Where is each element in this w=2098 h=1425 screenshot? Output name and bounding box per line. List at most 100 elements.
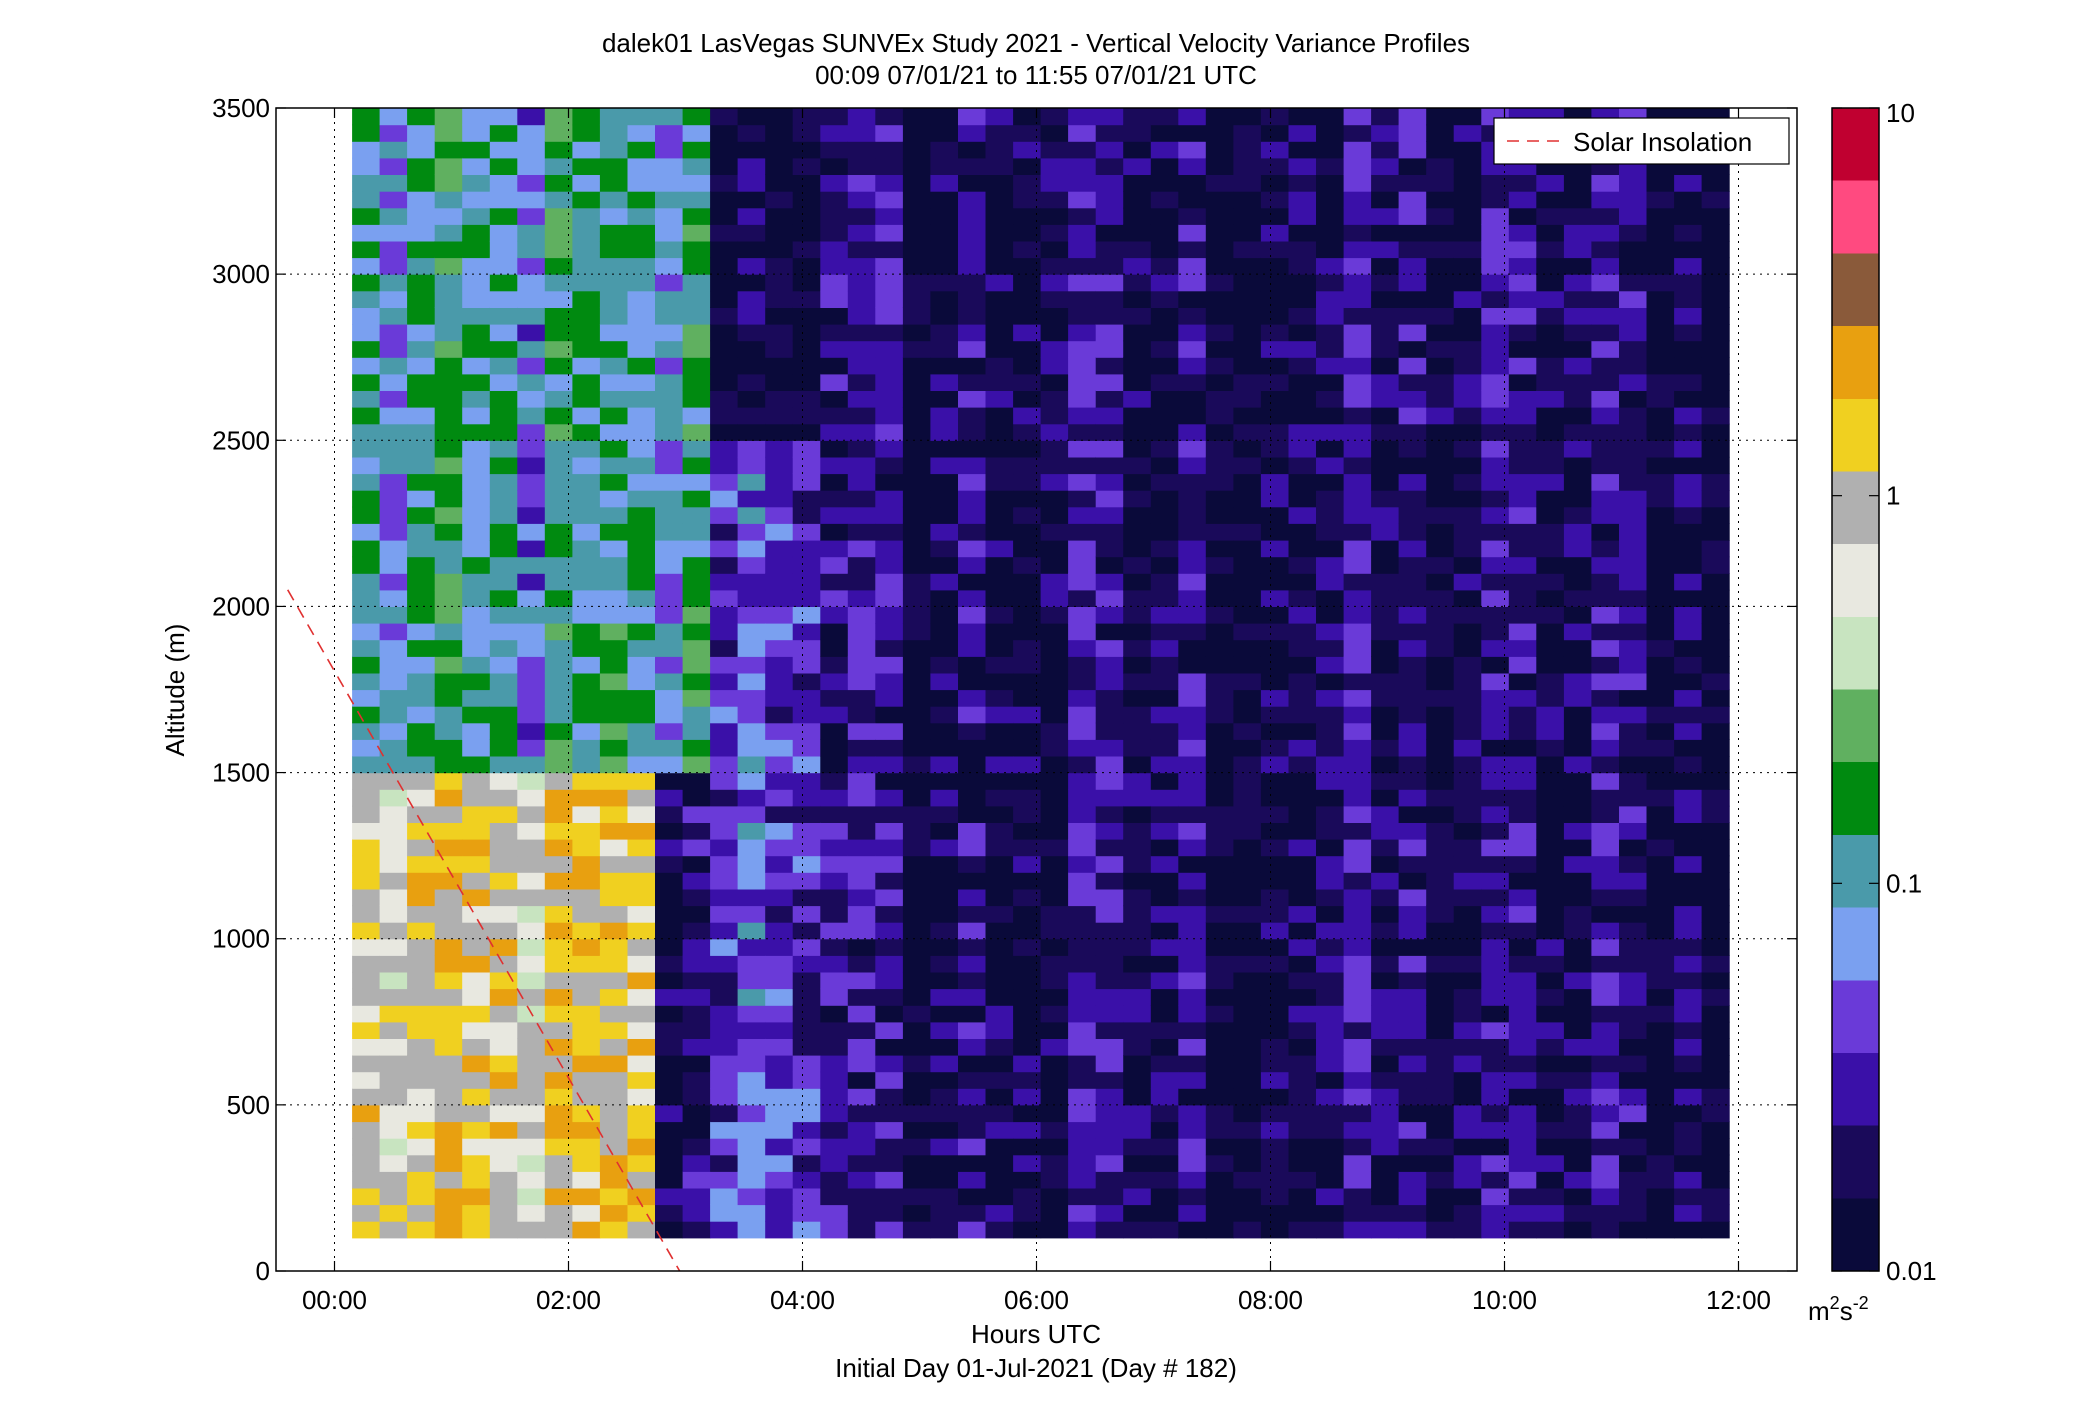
heatmap-cell	[379, 523, 408, 541]
heatmap-cell	[1343, 639, 1372, 657]
heatmap-cell	[1508, 988, 1537, 1006]
heatmap-cell	[1178, 805, 1207, 823]
heatmap-cell	[462, 124, 491, 142]
heatmap-cell	[1123, 988, 1152, 1006]
heatmap-cell	[462, 905, 491, 923]
heatmap-cell	[1260, 1221, 1289, 1239]
heatmap-cell	[1040, 523, 1069, 541]
heatmap-cell	[572, 157, 601, 175]
heatmap-cell	[958, 1204, 987, 1222]
heatmap-cell	[1398, 340, 1427, 358]
heatmap-cell	[1536, 639, 1565, 657]
heatmap-cell	[1481, 257, 1510, 275]
heatmap-cell	[544, 839, 573, 857]
heatmap-cell	[489, 274, 518, 292]
heatmap-cell	[544, 988, 573, 1006]
heatmap-cell	[820, 473, 849, 491]
heatmap-cell	[1040, 407, 1069, 425]
heatmap-cell	[1701, 789, 1730, 807]
x-tick-label: 08:00	[1238, 1285, 1303, 1315]
heatmap-cell	[1453, 789, 1482, 807]
heatmap-cell	[1068, 839, 1097, 857]
heatmap-cell	[765, 756, 794, 774]
heatmap-cell	[1674, 324, 1703, 342]
heatmap-cell	[434, 423, 463, 441]
heatmap-cell	[1123, 672, 1152, 691]
heatmap-cell	[1205, 573, 1234, 591]
heatmap-cell	[1426, 523, 1455, 541]
heatmap-cell	[379, 390, 408, 408]
heatmap-cell	[985, 1005, 1014, 1023]
heatmap-cell	[1260, 490, 1289, 508]
heatmap-cell	[765, 1204, 794, 1222]
heatmap-cell	[1591, 606, 1620, 624]
heatmap-cell	[489, 340, 518, 358]
heatmap-cell	[1260, 390, 1289, 408]
heatmap-cell	[407, 1104, 436, 1123]
heatmap-cell	[1371, 573, 1400, 591]
heatmap-cell	[1701, 1171, 1730, 1189]
heatmap-cell	[737, 390, 766, 408]
heatmap-cell	[1619, 274, 1648, 292]
heatmap-cell	[985, 872, 1014, 890]
heatmap-cell	[627, 938, 656, 956]
heatmap-cell	[902, 207, 931, 225]
heatmap-cell	[1646, 955, 1675, 973]
heatmap-cell	[737, 1038, 766, 1056]
heatmap-cell	[1123, 1038, 1152, 1056]
heatmap-cell	[1701, 1005, 1730, 1023]
heatmap-cell	[1123, 340, 1152, 358]
heatmap-cell	[1288, 756, 1317, 774]
heatmap-cell	[737, 1005, 766, 1023]
heatmap-cell	[489, 1121, 518, 1139]
heatmap-cell	[379, 324, 408, 342]
heatmap-cell	[1205, 224, 1234, 242]
heatmap-cell	[1536, 955, 1565, 973]
heatmap-cell	[352, 689, 381, 707]
heatmap-cell	[599, 1187, 628, 1206]
heatmap-cell	[1536, 722, 1565, 740]
heatmap-cell	[462, 938, 491, 956]
heatmap-cell	[599, 456, 628, 475]
heatmap-cell	[1563, 1038, 1592, 1056]
heatmap-cell	[1260, 373, 1289, 391]
heatmap-cell	[820, 456, 849, 475]
heatmap-cell	[710, 722, 739, 740]
heatmap-cell	[1123, 1021, 1152, 1039]
heatmap-cell	[599, 1121, 628, 1139]
heatmap-cell	[1068, 1204, 1097, 1222]
heatmap-cell	[1371, 938, 1400, 956]
heatmap-cell	[1095, 756, 1124, 774]
heatmap-cell	[847, 274, 876, 292]
heatmap-cell	[1013, 257, 1042, 275]
heatmap-cell	[352, 1138, 381, 1156]
heatmap-cell	[517, 739, 546, 757]
heatmap-cell	[1646, 257, 1675, 275]
heatmap-cell	[682, 839, 711, 857]
heatmap-cell	[1260, 1121, 1289, 1139]
heatmap-cell	[1481, 722, 1510, 740]
heatmap-cell	[1701, 1187, 1730, 1206]
heatmap-cell	[1343, 224, 1372, 242]
heatmap-cell	[765, 224, 794, 242]
heatmap-cell	[572, 855, 601, 873]
x-axis-label-day: Initial Day 01-Jul-2021 (Day # 182)	[835, 1353, 1237, 1383]
heatmap-cell	[599, 1005, 628, 1023]
heatmap-cell	[1508, 373, 1537, 391]
heatmap-cell	[1701, 523, 1730, 541]
heatmap-cell	[1646, 390, 1675, 408]
heatmap-cell	[930, 872, 959, 890]
heatmap-cell	[1068, 407, 1097, 425]
heatmap-cell	[1453, 672, 1482, 691]
heatmap-cell	[1260, 656, 1289, 674]
heatmap-cell	[847, 174, 876, 192]
heatmap-cell	[462, 257, 491, 275]
heatmap-cell	[1508, 888, 1537, 907]
heatmap-cell	[434, 756, 463, 774]
heatmap-cell	[847, 224, 876, 242]
heatmap-cell	[737, 1104, 766, 1123]
heatmap-cell	[985, 1088, 1014, 1106]
heatmap-cell	[902, 772, 931, 790]
heatmap-cell	[489, 672, 518, 691]
heatmap-cell	[1288, 722, 1317, 740]
